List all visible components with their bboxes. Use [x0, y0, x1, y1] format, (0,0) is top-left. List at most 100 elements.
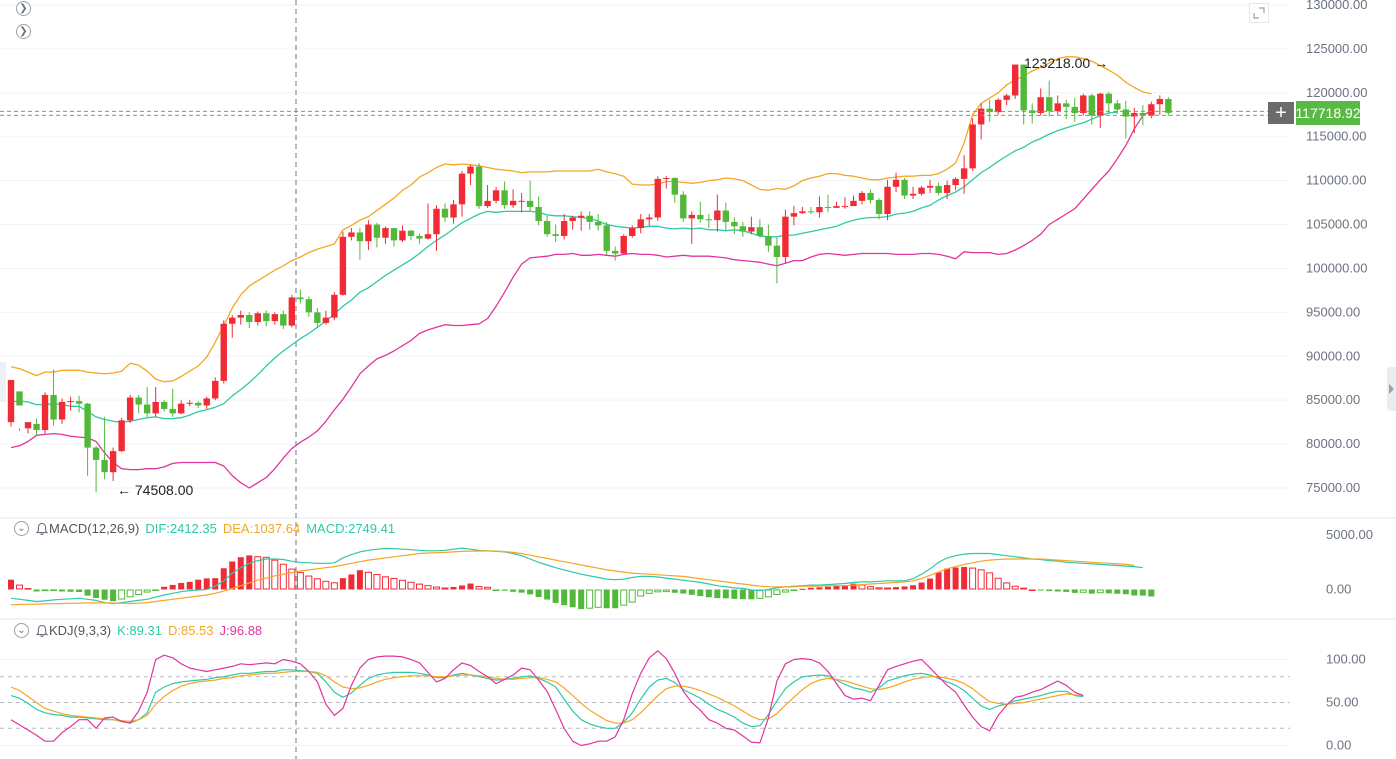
macd-bar	[510, 589, 517, 592]
macd-bar	[756, 589, 764, 599]
candle-body	[646, 217, 653, 220]
candle-body	[143, 404, 151, 414]
candle-body	[799, 211, 806, 214]
macd-bar	[1088, 589, 1095, 594]
candle-body	[969, 124, 976, 169]
candle-body	[833, 206, 840, 208]
candle-body	[458, 173, 466, 205]
macd-bar	[739, 589, 746, 600]
candle-body	[33, 423, 40, 431]
macd-bar	[561, 589, 568, 606]
macd-bar	[459, 585, 466, 590]
kdj-k-line	[10, 669, 1084, 729]
macd-bar	[41, 589, 49, 592]
candle-body	[433, 208, 440, 235]
macd-bar	[59, 589, 66, 592]
macd-bar	[212, 578, 219, 590]
macd-bar	[1028, 589, 1036, 591]
candle-body	[926, 185, 934, 188]
candle-body	[467, 166, 474, 174]
candle-body	[943, 185, 951, 193]
price-axis: 130000.00 125000.00 120000.00 115000.00 1100…	[1306, 0, 1373, 753]
macd-bar	[637, 589, 645, 597]
candle-body	[680, 194, 687, 219]
candle-body	[841, 206, 849, 208]
candle-body	[365, 224, 372, 242]
candle-body	[203, 398, 210, 406]
macd-bar	[101, 589, 108, 600]
macd-bar	[654, 589, 662, 593]
price-axis-label: 115000.00	[1306, 129, 1367, 144]
candle-body	[492, 190, 500, 201]
macd-bar	[944, 568, 951, 590]
left-panel-handle[interactable]	[0, 362, 6, 402]
macd-bar	[1020, 587, 1028, 590]
bell-icon[interactable]	[35, 522, 49, 536]
candle-body	[824, 206, 832, 208]
chevron-right-icon[interactable]: ❯	[16, 1, 31, 16]
candle-body	[535, 206, 542, 222]
bell-icon[interactable]	[35, 624, 49, 638]
candle-body	[773, 245, 781, 258]
plus-icon[interactable]: +	[1268, 102, 1294, 124]
candle-body	[1080, 95, 1087, 114]
macd-bar	[1054, 589, 1061, 592]
macd-bar	[254, 556, 262, 590]
macd-bar	[714, 589, 721, 599]
macd-bar	[893, 587, 900, 590]
macd-bar	[152, 589, 160, 591]
macd-bar	[867, 586, 875, 590]
candle-body	[126, 397, 134, 421]
candle-body	[1114, 103, 1121, 110]
candle-body	[518, 200, 525, 202]
macd-bar	[484, 586, 492, 590]
candle-body	[297, 297, 304, 300]
candle-body	[858, 192, 866, 201]
candle-body	[92, 447, 100, 460]
candle-body	[373, 224, 381, 238]
candle-body	[892, 179, 900, 187]
kdj-d-line	[10, 670, 1084, 724]
price-axis-label: 95000.00	[1306, 304, 1360, 319]
candle-body	[637, 219, 644, 229]
macd-bar	[126, 589, 134, 598]
macd-bar	[178, 582, 185, 590]
candle-body	[109, 451, 117, 473]
candle-body	[603, 225, 610, 251]
macd-bar	[407, 581, 415, 590]
macd-bar	[279, 563, 287, 590]
macd-bar	[237, 557, 244, 590]
fullscreen-button[interactable]	[1249, 3, 1269, 23]
macd-bar	[262, 556, 270, 590]
macd-bar	[833, 585, 840, 590]
macd-dea-line	[10, 550, 1135, 606]
macd-bar	[330, 582, 338, 590]
macd-bar	[364, 571, 372, 590]
macd-bar	[662, 589, 670, 593]
macd-bar	[390, 577, 398, 590]
macd-bar	[1105, 589, 1112, 594]
macd-bar	[76, 589, 83, 593]
macd-bar	[680, 589, 687, 594]
chevron-right-icon[interactable]: ❯	[16, 24, 31, 39]
macd-bar	[586, 589, 594, 609]
high-price-value: 123218.00	[1024, 55, 1091, 71]
macd-bar	[135, 589, 143, 595]
candle-body	[246, 314, 253, 323]
macd-bar	[16, 584, 24, 590]
chevron-down-icon[interactable]: ⌄	[14, 521, 29, 536]
right-panel-handle[interactable]	[1387, 367, 1396, 411]
candle-body	[867, 192, 874, 200]
candle-body	[399, 230, 406, 241]
macd-bar	[544, 589, 551, 600]
candle-body	[875, 199, 883, 215]
macd-bar	[118, 589, 126, 600]
candle-body	[612, 250, 619, 254]
chevron-down-icon[interactable]: ⌄	[14, 623, 29, 638]
macd-bar	[450, 586, 457, 590]
candle-body	[960, 168, 968, 179]
macd-bar	[50, 589, 58, 591]
candle-body	[731, 221, 738, 227]
